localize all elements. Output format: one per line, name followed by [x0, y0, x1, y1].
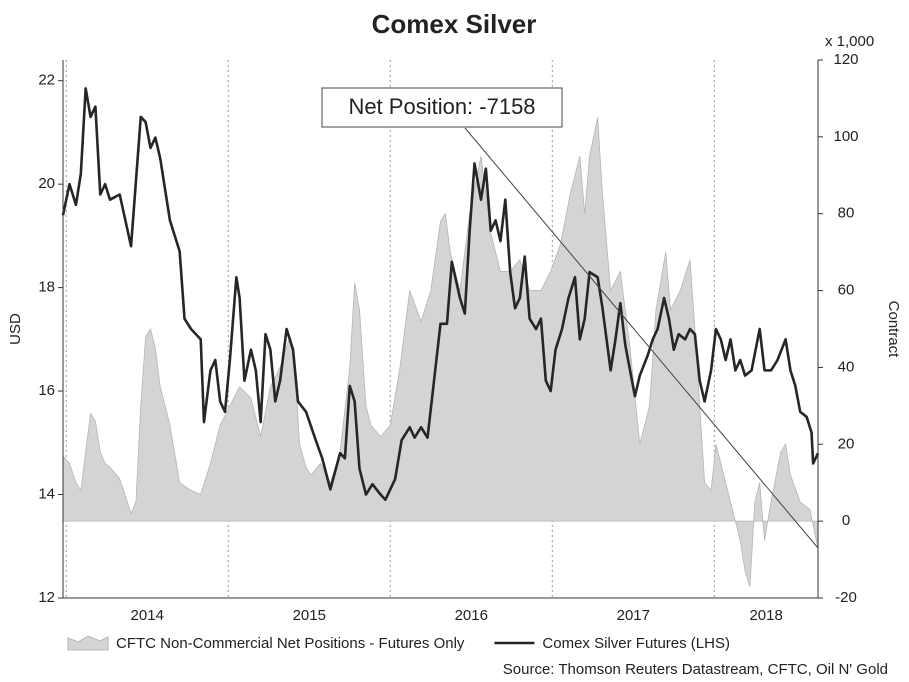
y2-tick-label: 0 — [842, 512, 850, 529]
y-axis-title: USD — [7, 313, 24, 345]
y2-axis-title: Contract — [885, 301, 902, 359]
y2-tick-label: 60 — [838, 282, 855, 299]
plot-area: 2014 2015 2016 2017 2018 12 14 16 18 20 22 -20 0 20 40… — [38, 51, 858, 624]
legend-label: CFTC Non-Commercial Net Positions - Futu… — [116, 635, 465, 652]
line-series — [61, 87, 820, 502]
legend-swatch — [67, 635, 109, 651]
y2-unit: x 1,000 — [825, 33, 874, 50]
y-tick-label: 20 — [38, 175, 55, 192]
y2-tick-label: -20 — [835, 589, 857, 606]
x-tick-label: 2014 — [131, 607, 164, 624]
chart-title: Comex Silver — [372, 9, 537, 39]
annotation-pointer — [464, 127, 819, 549]
y-tick-label: 18 — [38, 279, 55, 296]
y-tick-label: 16 — [38, 382, 55, 399]
y2-tick-label: 40 — [838, 358, 855, 375]
y2-tick-label: 80 — [838, 205, 855, 222]
y2-tick-label: 120 — [833, 51, 858, 68]
y-tick-label: 14 — [38, 486, 55, 503]
source-note: Source: Thomson Reuters Datastream, CFTC… — [503, 661, 888, 678]
x-tick-label: 2016 — [455, 607, 488, 624]
y-tick-label: 22 — [38, 72, 55, 89]
annotation-box — [321, 87, 563, 128]
y2-tick-label: 20 — [838, 435, 855, 452]
area-series — [62, 117, 819, 587]
annotation: Net Position: -7158 — [348, 94, 535, 119]
x-tick-label: 2015 — [293, 607, 326, 624]
legend-label: Comex Silver Futures (LHS) — [542, 635, 730, 652]
x-tick-label: 2017 — [617, 607, 650, 624]
y2-tick-label: 100 — [833, 128, 858, 145]
y-tick-label: 12 — [38, 589, 55, 606]
x-tick-label: 2018 — [749, 607, 782, 624]
